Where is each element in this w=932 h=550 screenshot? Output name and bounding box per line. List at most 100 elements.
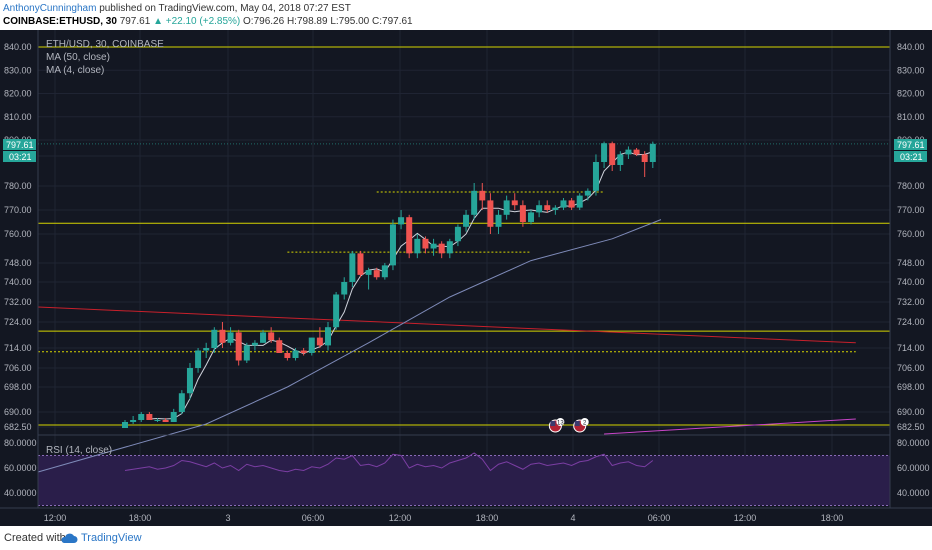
candle-body [316,337,323,346]
price-axis-left-label: 740.00 [4,277,32,287]
rsi-axis-right-label: 40.0000 [897,488,930,498]
candle-body [170,412,177,422]
candle-body [454,226,461,242]
candle-body [641,154,648,162]
time-axis-label: 12:00 [44,513,67,523]
price-axis-left-label: 714.00 [4,343,32,353]
chart-header: AnthonyCunningham published on TradingVi… [0,0,932,30]
candle-body [422,238,429,249]
candle-body [357,253,364,275]
candle-body [601,143,608,162]
candle-body [211,329,218,348]
candle-body [186,368,193,394]
candle-body [219,329,226,343]
last-price: 797.61 [119,16,151,27]
footer-brand[interactable]: TradingView [81,532,142,544]
price-axis-right-label: 698.00 [897,382,925,392]
price-axis-left-label: 810.00 [4,112,32,122]
candle-body [292,350,299,358]
candle-body [122,422,128,428]
candle-body [284,353,291,358]
author-link[interactable]: AnthonyCunningham [3,3,97,14]
legend-ma4: MA (4, close) [46,65,104,76]
footer: Created with TradingView [0,526,932,550]
price-axis-left-label: 830.00 [4,65,32,75]
candle-body [446,241,453,254]
price-axis-left-label: 780.00 [4,181,32,191]
event-count-label: 2 [583,421,587,427]
price-axis-right-label: 740.00 [897,277,925,287]
chart-overlays [37,46,890,506]
grid-lines [38,30,890,508]
candle-body [381,265,388,278]
candle-body [430,243,437,249]
candle-body [528,212,534,222]
candles [122,141,656,428]
time-axis-label: 4 [570,513,575,523]
candle-body [625,149,632,155]
candle-body [178,393,185,412]
magenta-line [604,418,856,435]
price-axis-left-label: 840.00 [4,42,32,52]
price-chart[interactable]: 13 2 840.00 840.00 830.00 830.00 820.00 820.00… [0,30,932,526]
event-count-badge [556,418,565,426]
flag-canton [550,421,556,426]
rsi-axis-left-label: 40.0000 [4,488,37,498]
candle-body [487,200,494,227]
legend-title: ETH/USD, 30, COINBASE [46,39,164,50]
candle-body [406,217,413,254]
candle-body [235,332,242,361]
price-axis-left-label: 706.00 [4,363,32,373]
price-axis-right-label: 780.00 [897,181,925,191]
candle-body [503,200,510,215]
legend-ma50: MA (50, close) [46,52,110,63]
candle-body [479,190,486,201]
left-price-tag-countdown: 03:21 [9,152,32,162]
candle-body [552,207,559,210]
calendar-event-icon[interactable]: 13 [548,418,565,433]
candle-body [130,420,137,422]
candle-body [463,214,470,227]
candle-body [519,205,526,222]
price-axis-left-label: 820.00 [4,89,32,99]
calendar-event-icon[interactable]: 2 [573,418,589,433]
price-axis-left-label: 724.00 [4,317,32,327]
candle-body [568,200,575,208]
chart-legend: ETH/USD, 30, COINBASE MA (50, close) MA … [46,39,164,456]
candle-body [373,270,380,278]
candle-body [243,345,250,361]
right-price-tag-countdown: 03:21 [900,152,923,162]
candle-body [536,205,543,213]
price-axis-right-label: 724.00 [897,317,925,327]
rsi-axis-right-label: 60.0000 [897,463,930,473]
rsi-axis-left-label: 80.0000 [4,438,37,448]
price-axis-right-label: 682.50 [897,422,925,432]
event-count-badge [580,418,589,426]
candle-body [349,253,356,282]
rsi-line [124,452,654,473]
price-axis-right-label: 714.00 [897,343,925,353]
symbol-label: COINBASE:ETHUSD, 30 [3,16,117,27]
candle-body [308,337,315,353]
candle-body [584,190,591,196]
candle-body [325,327,331,346]
price-axis-right-label: 706.00 [897,363,925,373]
tradingview-cloud-icon [61,533,78,543]
footer-created-with: Created with [4,532,66,544]
candle-body [560,200,567,208]
price-axis-right-label: 820.00 [897,89,925,99]
candle-body [633,149,640,155]
candle-body [609,143,616,165]
candle-body [576,195,583,208]
event-markers[interactable]: 13 2 [548,418,589,433]
candle-body [365,270,372,275]
price-axis-left-label: 682.50 [4,422,32,432]
candle-body [398,217,405,225]
candle-body [195,350,202,368]
left-price-tag: 797.61 03:21 [3,139,36,162]
rsi-axis-left-label: 60.0000 [4,463,37,473]
candle-body [227,332,234,343]
price-axis-left-label: 760.00 [4,229,32,239]
candle-body [414,238,421,254]
time-axis-label: 18:00 [821,513,844,523]
